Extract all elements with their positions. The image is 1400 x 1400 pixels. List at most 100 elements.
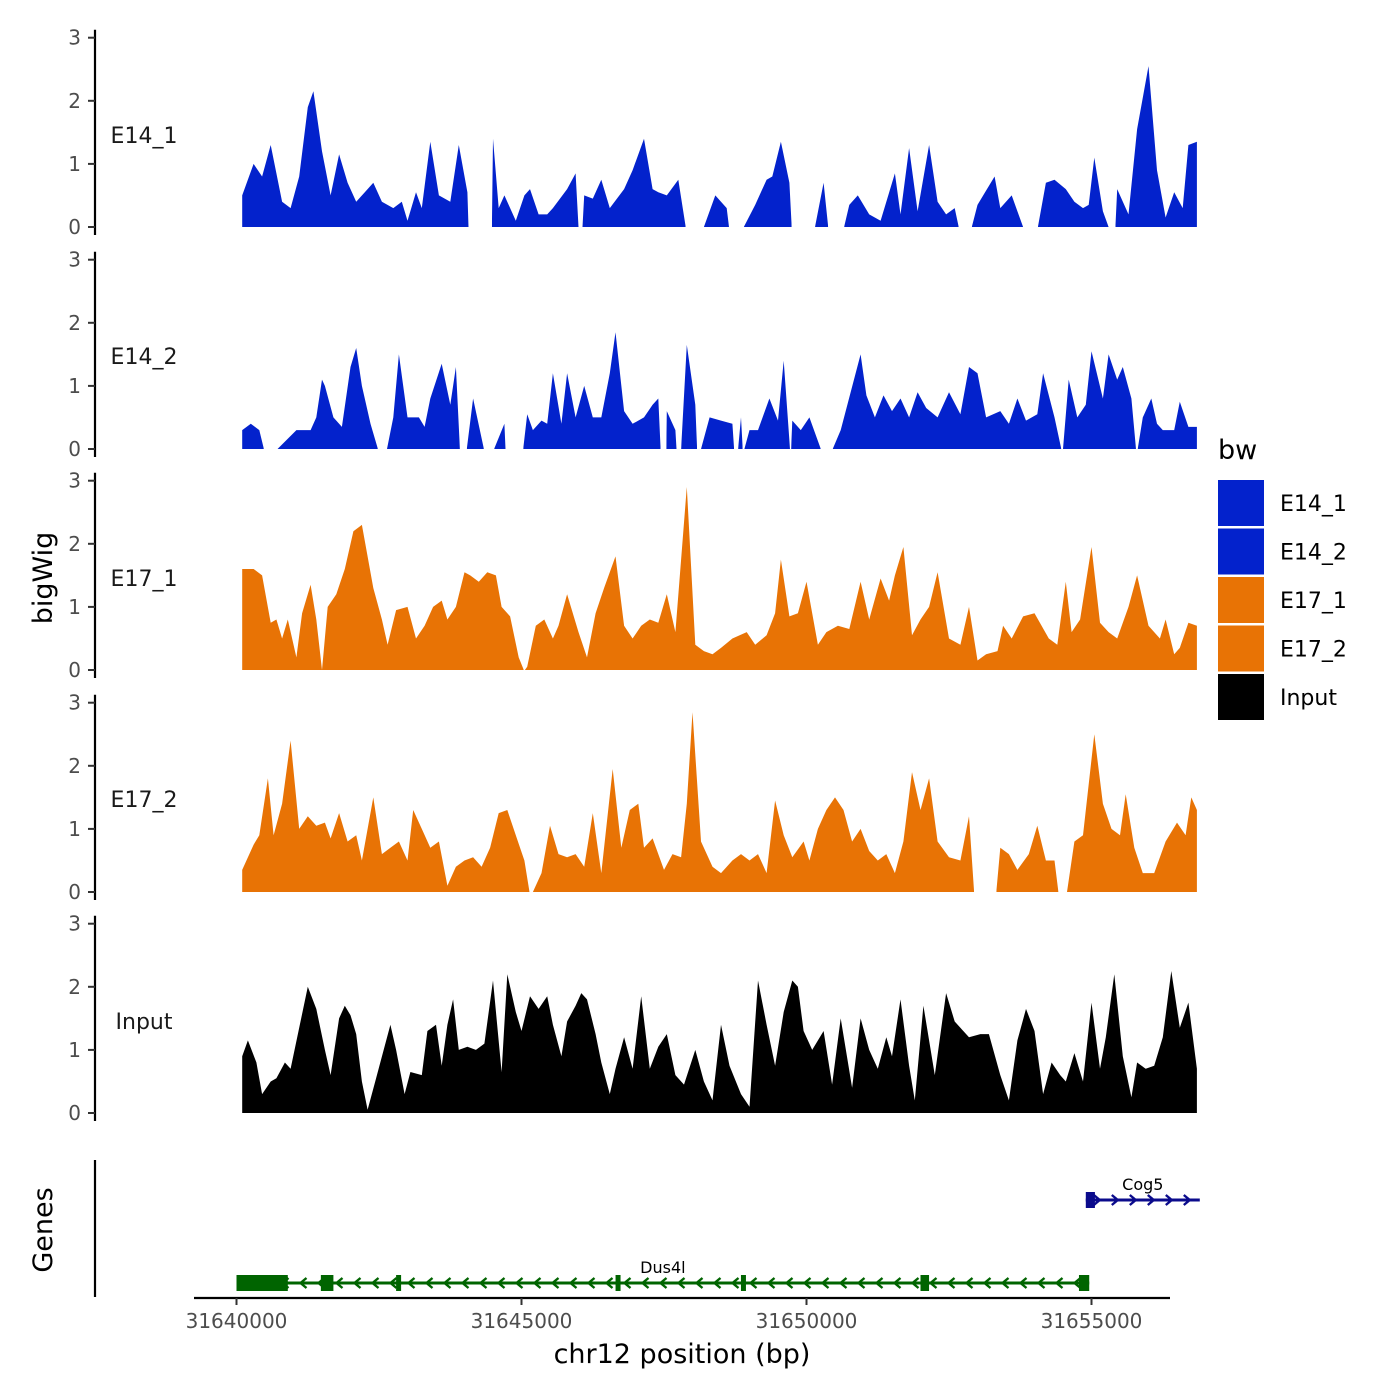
coverage-gap bbox=[468, 31, 492, 228]
legend-swatch bbox=[1218, 625, 1264, 672]
gene-label: Cog5 bbox=[1122, 1175, 1163, 1194]
legend-label: Input bbox=[1280, 686, 1337, 711]
strand-arrow bbox=[802, 1277, 812, 1289]
x-tick-label: 31655000 bbox=[1041, 1309, 1143, 1333]
coverage-gap bbox=[1108, 31, 1116, 228]
coverage-gap bbox=[958, 31, 972, 228]
strand-arrow bbox=[748, 1277, 758, 1289]
coverage-gap bbox=[685, 31, 704, 228]
coverage-gap bbox=[838, 31, 845, 228]
legend-swatch bbox=[1218, 577, 1264, 623]
y-tick-label: 0 bbox=[68, 658, 81, 682]
coverage-gap bbox=[1058, 696, 1067, 893]
track-label: E17_1 bbox=[111, 567, 178, 592]
coverage-gap bbox=[263, 253, 278, 450]
y-tick-label: 2 bbox=[68, 975, 81, 999]
strand-arrow bbox=[640, 1277, 650, 1289]
strand-arrow bbox=[1147, 1194, 1156, 1206]
legend-item-E14_2: E14_2 bbox=[1218, 528, 1347, 575]
coverage-area-Input bbox=[242, 971, 1197, 1113]
coverage-gap bbox=[660, 253, 667, 450]
strand-arrow bbox=[856, 1277, 866, 1289]
coverage-gap bbox=[377, 253, 387, 450]
strand-arrow bbox=[1111, 1194, 1120, 1206]
exon bbox=[320, 1275, 334, 1291]
gene-Cog5: Cog5 bbox=[1085, 1175, 1200, 1208]
legend-label: E17_2 bbox=[1280, 638, 1347, 663]
y-tick-label: 2 bbox=[68, 311, 81, 335]
y-tick-label: 2 bbox=[68, 89, 81, 113]
strand-arrow bbox=[1183, 1194, 1192, 1206]
strand-arrow bbox=[604, 1277, 614, 1289]
coverage-gap bbox=[728, 31, 744, 228]
legend-title: bw bbox=[1218, 435, 1257, 466]
strand-arrow bbox=[514, 1277, 524, 1289]
y-tick-label: 3 bbox=[68, 691, 81, 715]
strand-arrow bbox=[910, 1277, 920, 1289]
y-tick-label: 1 bbox=[68, 817, 81, 841]
strand-arrow bbox=[820, 1277, 830, 1289]
coverage-area-E17_2 bbox=[242, 712, 1197, 892]
legend-swatch bbox=[1218, 674, 1264, 720]
coverage-gap bbox=[529, 696, 531, 893]
strand-arrow bbox=[766, 1277, 776, 1289]
legend-item-Input: Input bbox=[1218, 674, 1337, 720]
strand-arrow bbox=[442, 1277, 452, 1289]
strand-arrow bbox=[946, 1277, 956, 1289]
y-tick-label: 3 bbox=[68, 469, 81, 493]
coverage-gap bbox=[1135, 253, 1138, 450]
legend-swatch bbox=[1218, 528, 1264, 575]
x-tick-label: 31640000 bbox=[186, 1309, 288, 1333]
track-label: Input bbox=[116, 1010, 173, 1035]
strand-arrow bbox=[784, 1277, 794, 1289]
track-E17_1: 0 1 2 3 E17_1 bbox=[68, 469, 1197, 682]
exon bbox=[236, 1275, 288, 1291]
genes-panel: Cog5 Dus4l bbox=[93, 1160, 1200, 1297]
strand-arrow bbox=[874, 1277, 884, 1289]
track-E17_2: 0 1 2 3 E17_2 bbox=[68, 691, 1197, 904]
bigwig-tracks: 0 1 2 3 E14_1 0 1 2 3 E14_2 0 1 2 3 E17_1 0 1 2 3 E17_2 0 1 2 3… bbox=[68, 26, 1197, 1125]
strand-arrow bbox=[1072, 1277, 1082, 1289]
strand-arrow bbox=[622, 1277, 632, 1289]
coverage-area-E14_2 bbox=[242, 332, 1197, 449]
y-tick-label: 2 bbox=[68, 532, 81, 556]
coverage-gap bbox=[791, 31, 816, 228]
coverage-area-E17_1 bbox=[242, 487, 1197, 670]
strand-arrow bbox=[352, 1277, 362, 1289]
strand-arrow bbox=[568, 1277, 578, 1289]
y-tick-label: 3 bbox=[68, 912, 81, 936]
track-E14_1: 0 1 2 3 E14_1 bbox=[68, 26, 1197, 239]
coverage-gap bbox=[974, 696, 997, 893]
strand-arrow bbox=[388, 1277, 398, 1289]
genes-axis-title: Genes bbox=[28, 1187, 59, 1272]
y-tick-label: 2 bbox=[68, 754, 81, 778]
gene-Dus4l: Dus4l bbox=[236, 1258, 1090, 1291]
strand-arrow bbox=[298, 1277, 308, 1289]
y-tick-label: 3 bbox=[68, 26, 81, 50]
coverage-gap bbox=[459, 253, 467, 450]
coverage-gap bbox=[828, 31, 834, 228]
strand-arrow bbox=[460, 1277, 470, 1289]
y-tick-label: 0 bbox=[68, 215, 81, 239]
coverage-gap bbox=[734, 253, 739, 450]
strand-arrow bbox=[1036, 1277, 1046, 1289]
legend-label: E14_2 bbox=[1280, 541, 1347, 566]
legend-item-E17_1: E17_1 bbox=[1218, 577, 1347, 623]
coverage-gap bbox=[742, 253, 745, 450]
coverage-gap bbox=[1061, 253, 1063, 450]
coverage-gap bbox=[697, 253, 702, 450]
legend-label: E17_1 bbox=[1280, 589, 1347, 614]
strand-arrow bbox=[730, 1277, 740, 1289]
strand-arrow bbox=[370, 1277, 380, 1289]
legend: bw E14_1 E14_2 E17_1 E17_2 Input bbox=[1218, 435, 1347, 720]
strand-arrow bbox=[1129, 1194, 1138, 1206]
x-axis: 31640000 31645000 31650000 31655000 bbox=[186, 1296, 1170, 1333]
y-axis-title: bigWig bbox=[28, 532, 59, 625]
strand-arrow bbox=[1165, 1194, 1174, 1206]
coverage-gap bbox=[789, 253, 792, 450]
legend-label: E14_1 bbox=[1280, 492, 1347, 517]
strand-arrow bbox=[586, 1277, 596, 1289]
y-tick-label: 0 bbox=[68, 880, 81, 904]
y-tick-label: 1 bbox=[68, 595, 81, 619]
